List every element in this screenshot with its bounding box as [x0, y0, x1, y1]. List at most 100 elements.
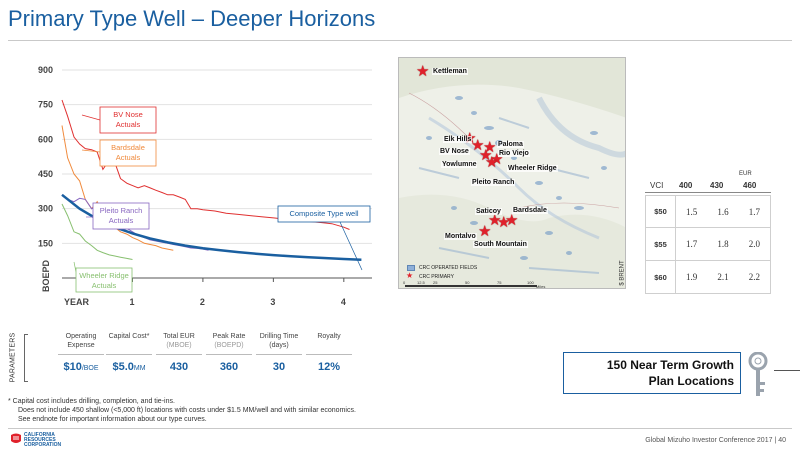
x-tick-label: 2: [200, 297, 205, 307]
legend-primary: CRC PRIMARY: [419, 274, 454, 280]
footer-divider: [8, 428, 792, 429]
map-label-kettleman: Kettleman: [432, 68, 468, 75]
y-tick-label: 450: [38, 169, 53, 179]
label-bv-nose-text: Actuals: [116, 120, 141, 129]
footnotes: * Capital cost includes drilling, comple…: [8, 397, 408, 424]
callout-line-1: 150 Near Term Growth: [606, 358, 734, 372]
table-cell: 1.7: [686, 239, 698, 249]
table-cell: 2.0: [748, 239, 760, 249]
legend-star-icon: ★: [406, 271, 414, 280]
yowlumne-star-icon: ★: [479, 147, 493, 164]
param-operating-expense: Operating Expense $10/BOE: [58, 332, 104, 386]
map-label-wheeler-ridge: Wheeler Ridge: [507, 165, 558, 172]
table-header-rule: [645, 192, 771, 193]
footnote-3: See endnote for important information ab…: [18, 416, 207, 423]
table-cell: 1.8: [717, 239, 729, 249]
rio-viejo-star-icon: ★: [485, 154, 499, 171]
kettleman-star-icon: ★: [416, 63, 430, 80]
legend-fields: CRC OPERATED FIELDS: [419, 265, 478, 271]
south-mountain-star-icon: ★: [505, 212, 519, 229]
footnote-1: * Capital cost includes drilling, comple…: [8, 398, 175, 405]
x-axis-label: YEAR: [64, 297, 90, 307]
map-label-rio-viejo: Rio Viejo: [498, 150, 530, 157]
y-tick-label: 600: [38, 134, 53, 144]
map-label-montalvo: Montalvo: [444, 233, 477, 240]
y-tick-label: 900: [38, 65, 53, 75]
footer-conference: Global Mizuho Investor Conference 2017 |…: [645, 437, 786, 444]
label-bv-nose-leader: [81, 114, 101, 121]
title-divider: [8, 40, 792, 41]
table-vci-label: VCI: [650, 181, 664, 190]
param-drilling-time: Drilling Time (days) 30: [256, 332, 302, 386]
table-cell: 1.6: [717, 206, 729, 217]
y-tick-label: 300: [38, 204, 53, 214]
label-composite-box: [277, 205, 371, 223]
table-row: $50 1.5 1.6 1.7: [645, 195, 771, 228]
scale-bar: [405, 285, 537, 287]
map-label-saticoy: Saticoy: [475, 208, 502, 215]
label-wheeler-text: Actuals: [92, 281, 117, 290]
legend-fields-swatch: [407, 265, 415, 271]
table-eur-label: EUR: [739, 171, 752, 177]
paloma-star-icon: ★: [483, 139, 497, 156]
table-cell: 1.9: [686, 272, 698, 282]
page-title: Primary Type Well – Deeper Horizons: [8, 6, 376, 31]
table-cell: 2.2: [748, 272, 760, 282]
fields-map: ★ Kettleman ★ ★ ★ ★ ★ ★ Elk Hills BV Nos…: [398, 57, 626, 289]
param-total-eur: Total EUR (MBOE) 430: [156, 332, 202, 386]
x-tick-label: 4: [341, 297, 346, 307]
map-terrain: [399, 58, 625, 288]
company-name: CALIFORNIA RESOURCES CORPORATION: [24, 432, 62, 448]
label-pleito-text: Actuals: [109, 216, 134, 225]
label-wheeler-box: [75, 267, 133, 293]
label-bardsdale-leader: [81, 149, 101, 153]
bardsdale-star-icon: ★: [497, 214, 511, 231]
map-label-yowlumne: Yowlumne: [441, 161, 478, 168]
saticoy-star-icon: ★: [488, 212, 502, 229]
callout-line: [774, 370, 800, 371]
x-tick-label: 3: [270, 297, 275, 307]
footnote-2: Does not include 450 shallow (<5,000 ft)…: [18, 407, 356, 414]
label-composite-text: Composite Type well: [289, 209, 358, 218]
param-capital-cost: Capital Cost* $5.0MM: [106, 332, 152, 386]
series-line-wheeler-ridge-actuals: [61, 203, 133, 260]
table-cell: 1.5: [686, 206, 698, 217]
montalvo-star-icon: ★: [478, 223, 492, 240]
table-row-header: $50: [646, 196, 676, 227]
parameters-label: PARAMETERS: [9, 332, 17, 383]
map-label-south-mountain: South Mountain: [473, 241, 528, 248]
y-tick-label: 750: [38, 100, 53, 110]
bv-nose-star-icon: ★: [471, 137, 485, 154]
map-label-paloma: Paloma: [497, 141, 524, 148]
table-row: $60 1.9 2.1 2.2: [645, 261, 771, 294]
label-composite-leader: [339, 221, 363, 271]
table-col-430: 430: [710, 181, 724, 190]
table-row: $55 1.7 1.8 2.0: [645, 228, 771, 261]
table-col-460: 460: [743, 181, 757, 190]
label-pleito-text: Pleito Ranch: [100, 206, 143, 215]
callout-line-2: Plan Locations: [648, 374, 734, 388]
label-bardsdale-box: [99, 139, 157, 167]
table-row-header: $55: [646, 228, 676, 260]
vci-table: $50 1.5 1.6 1.7 $55 1.7 1.8 2.0 $60 1.9 …: [645, 195, 771, 294]
label-pleito-box: [92, 202, 150, 230]
label-bardsdale-text: Actuals: [116, 153, 141, 162]
y-tick-label: 150: [38, 238, 53, 248]
param-peak-rate: Peak Rate (BOEPD) 360: [206, 332, 252, 386]
table-cell: 2.1: [717, 272, 729, 282]
label-wheeler-text: Wheeler Ridge: [79, 271, 129, 280]
y-axis-label: BOEPD: [41, 259, 51, 292]
label-bv-nose-box: [99, 106, 157, 134]
table-row-header: $60: [646, 261, 676, 293]
growth-callout: 150 Near Term Growth Plan Locations: [563, 352, 741, 394]
label-bv-nose-text: BV Nose: [113, 110, 143, 119]
parameters-bracket: [24, 334, 28, 382]
map-label-bardsdale: Bardsdale: [512, 207, 548, 214]
x-tick-label: 1: [129, 297, 134, 307]
map-label-elk-hills: Elk Hills: [443, 136, 473, 143]
map-label-pleito-ranch: Pleito Ranch: [471, 179, 516, 186]
key-icon: [748, 352, 768, 396]
param-royalty: Royalty 12%: [306, 332, 352, 386]
company-logo-icon: [11, 433, 21, 443]
